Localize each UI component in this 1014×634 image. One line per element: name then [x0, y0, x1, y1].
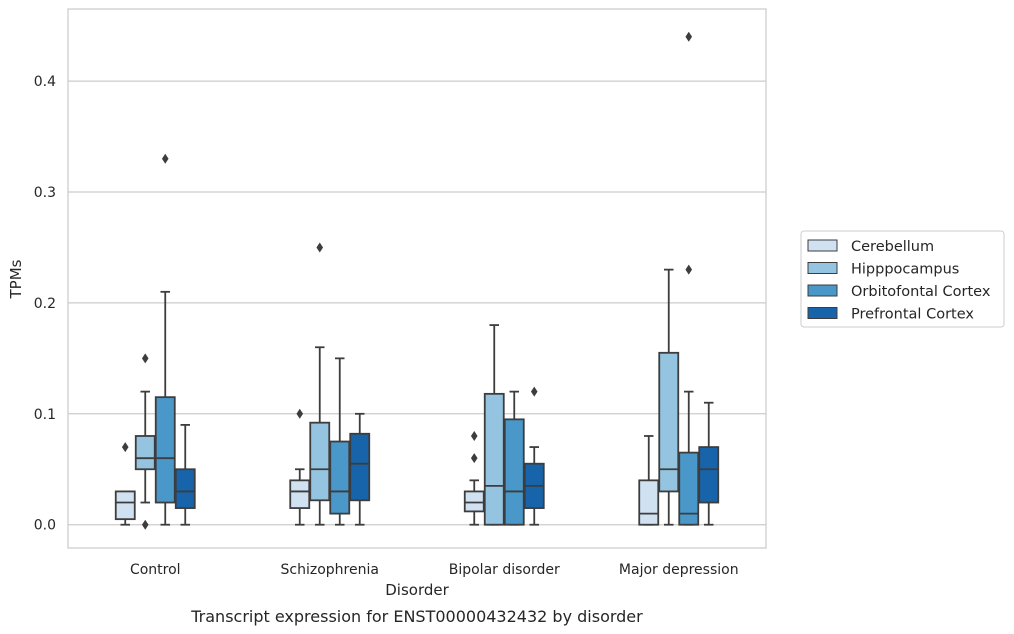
- box-iqr: [503, 418, 525, 526]
- box-orbitofontal-cortex: [503, 390, 525, 526]
- y-axis-label: TPMs: [7, 259, 25, 299]
- legend-entry: Orbitofontal Cortex: [851, 284, 991, 300]
- box-iqr: [114, 490, 136, 521]
- x-axis-ticks: Control Schizophrenia Bipolar disorder Majo…: [130, 562, 739, 578]
- legend-swatch: [807, 307, 838, 319]
- box-prefrontal-cortex: [698, 401, 720, 526]
- outlier-point: [685, 264, 693, 275]
- box-hipppocampus: [658, 268, 680, 526]
- x-tick-label: Major depression: [619, 562, 739, 578]
- legend: Cerebellum Hipppocampus Orbitofontal Corte…: [800, 230, 1005, 328]
- y-tick-label: 0.4: [34, 74, 56, 90]
- box-orbitofontal-cortex: [154, 153, 176, 526]
- outlier-point: [470, 453, 478, 464]
- outlier-point: [161, 153, 169, 164]
- box-iqr: [309, 421, 331, 502]
- box-hipppocampus: [309, 242, 331, 526]
- box-iqr: [678, 451, 700, 526]
- y-tick-label: 0.2: [34, 296, 56, 312]
- box-iqr: [463, 490, 485, 513]
- box-cerebellum: [638, 435, 660, 526]
- outlier-point: [530, 386, 538, 397]
- box-prefrontal-cortex: [174, 423, 196, 526]
- box-hipppocampus: [483, 324, 505, 526]
- chart-caption: Transcript expression for ENST0000043243…: [190, 607, 643, 626]
- outlier-point: [316, 242, 324, 253]
- outlier-point: [121, 442, 129, 453]
- box-prefrontal-cortex: [523, 386, 545, 526]
- x-tick-label: Schizophrenia: [281, 562, 379, 578]
- legend-swatch: [807, 262, 838, 274]
- box-iqr: [174, 468, 196, 509]
- box-iqr: [638, 479, 660, 526]
- outlier-point: [296, 408, 304, 419]
- plot-frame: [67, 8, 767, 549]
- outlier-point: [141, 519, 149, 530]
- box-hipppocampus: [134, 353, 156, 530]
- outlier-point: [470, 430, 478, 441]
- box-iqr: [134, 435, 156, 471]
- legend-entry: Cerebellum: [851, 239, 934, 255]
- x-tick-label: Bipolar disorder: [449, 562, 560, 578]
- legend-swatch: [807, 284, 838, 297]
- box-iqr: [329, 440, 351, 515]
- box-iqr: [289, 479, 311, 509]
- y-tick-label: 0.3: [34, 185, 56, 201]
- legend-entry: Hipppocampus: [851, 262, 959, 278]
- legend-swatch: [807, 239, 838, 252]
- y-tick-label: 0.1: [34, 407, 56, 423]
- box-iqr: [483, 392, 505, 526]
- box-iqr: [154, 396, 176, 504]
- x-tick-label: Control: [130, 562, 181, 578]
- box-prefrontal-cortex: [349, 412, 371, 526]
- outlier-point: [685, 31, 693, 42]
- box-iqr: [349, 432, 371, 502]
- y-tick-label: 0.0: [34, 518, 56, 534]
- box-cerebellum: [289, 408, 311, 526]
- box-orbitofontal-cortex: [678, 31, 700, 526]
- box-cerebellum: [114, 442, 136, 526]
- x-axis-label: Disorder: [385, 581, 449, 599]
- legend-entry: Prefrontal Cortex: [851, 307, 974, 323]
- y-axis-ticks: 0.0 0.1 0.2 0.3 0.4: [34, 74, 56, 534]
- legend-frame: [800, 230, 1005, 328]
- box-orbitofontal-cortex: [329, 357, 351, 526]
- box-iqr: [658, 351, 680, 493]
- box-cerebellum: [463, 430, 485, 526]
- box-iqr: [698, 446, 720, 504]
- outlier-point: [141, 353, 149, 364]
- box-groups: [114, 31, 720, 530]
